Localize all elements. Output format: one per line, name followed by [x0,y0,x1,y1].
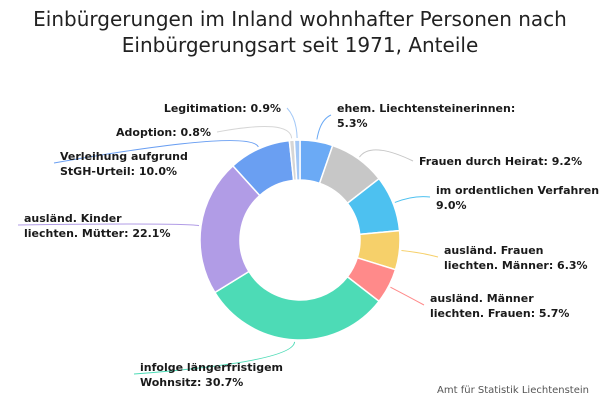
connector-ausland-kinder-liechten-mutter [17,223,200,227]
label-ausland-kinder-liechten-mutter: ausländ. Kinder liechten. Mütter: 22.1% [24,212,170,240]
slice-labels: ehem. Liechtensteinerinnen: 5.3% Frauen du… [24,102,600,389]
label-adoption: Adoption: 0.8% [116,126,211,139]
connector-verleihung-aufgrund-stgh-urteil [53,140,259,164]
label-ausland-manner-liechten-frauen: ausländ. Männer liechten. Frauen: 5.7% [430,292,569,320]
donut-slices [199,139,401,341]
title-line-2: Einbürgerungsart seit 1971, Anteile [122,33,479,57]
label-frauen-durch-heirat: Frauen durch Heirat: 9.2% [419,155,582,168]
connector-ausland-frauen-liechten-manner [401,250,439,258]
connector-frauen-durch-heirat [359,149,414,162]
title-line-1: Einbürgerungen im Inland wohnhafter Pers… [33,7,567,31]
chart-title: Einbürgerungen im Inland wohnhafter Pers… [33,7,567,57]
label-im-ordentlichen-verfahren: im ordentlichen Verfahren: 9.0% [436,184,600,212]
connector-ehem-liechtensteinerinnen [316,114,332,140]
connector-ausland-manner-liechten-frauen [390,286,425,306]
connector-legitimation [286,107,298,139]
label-connectors [17,107,439,375]
chart-credit: Amt für Statistik Liechtenstein [437,385,589,396]
connector-infolge-langerfristigem-wohnsitz [133,341,296,375]
label-ausland-frauen-liechten-manner: ausländ. Frauen liechten. Männer: 6.3% [444,244,588,272]
slice-legitimation[interactable] [293,139,301,181]
label-ehem-liechtensteinerinnen: ehem. Liechtensteinerinnen: 5.3% [337,102,515,130]
connector-adoption [216,125,293,139]
connector-im-ordentlichen-verfahren [394,196,431,203]
slice-infolge-langerfristigem-wohnsitz[interactable] [213,270,381,341]
label-verleihung-aufgrund-stgh-urteil: Verleihung aufgrund StGH-Urteil: 10.0% [60,150,188,178]
label-legitimation: Legitimation: 0.9% [164,102,281,115]
label-infolge-langerfristigem-wohnsitz: infolge längerfristigem Wohnsitz: 30.7% [140,361,283,389]
